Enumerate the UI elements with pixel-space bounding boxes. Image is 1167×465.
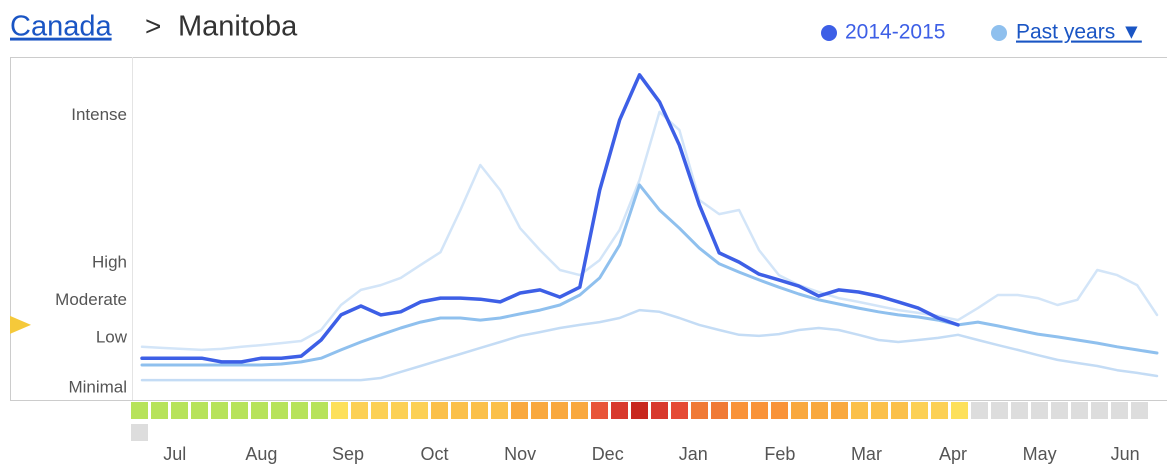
week-intensity-square [191,402,208,419]
legend-label: 2014-2015 [845,21,945,44]
legend-dot [991,25,1007,41]
week-intensity-square [651,402,668,419]
series-line [140,183,1159,367]
week-intensity-square [1051,402,1068,419]
week-intensity-square [931,402,948,419]
x-tick-label: Aug [245,444,277,464]
series-line [140,73,960,364]
week-intensity-square [151,402,168,419]
week-intensity-square [211,402,228,419]
y-tick-label: Moderate [55,290,127,309]
week-intensity-square [831,402,848,419]
breadcrumb-separator: > [145,10,161,41]
week-intensity-square [531,402,548,419]
week-intensity-square [131,424,148,441]
week-intensity-square [311,402,328,419]
week-intensity-square [891,402,908,419]
week-intensity-square [331,402,348,419]
week-intensity-square [231,402,248,419]
week-intensity-square [171,402,188,419]
week-intensity-square [871,402,888,419]
week-intensity-square [951,402,968,419]
week-intensity-square [411,402,428,419]
y-tick-label: Intense [71,105,127,124]
y-tick-label: High [92,252,127,271]
week-intensity-square [551,402,568,419]
week-intensity-square [671,402,688,419]
series-line [140,110,1159,352]
week-intensity-square [251,402,268,419]
past-years-toggle[interactable]: Past years ▼ [1016,21,1142,44]
week-intensity-square [751,402,768,419]
legend-dot [821,25,837,41]
week-intensity-square [631,402,648,419]
week-intensity-square [1111,402,1128,419]
week-intensity-square [391,402,408,419]
week-intensity-square [691,402,708,419]
week-intensity-square [611,402,628,419]
week-intensity-square [471,402,488,419]
x-tick-label: Jun [1111,444,1140,464]
week-intensity-square [451,402,468,419]
x-tick-label: Sep [332,444,364,464]
y-tick-label: Low [96,328,128,347]
week-intensity-square [811,402,828,419]
week-intensity-square [571,402,588,419]
week-intensity-square [431,402,448,419]
x-tick-label: Jan [679,444,708,464]
x-tick-label: Apr [939,444,967,464]
x-tick-label: Mar [851,444,882,464]
week-intensity-square [131,402,148,419]
plot-frame [10,57,1167,401]
x-tick-label: Nov [504,444,536,464]
week-intensity-square [1031,402,1048,419]
week-intensity-square [351,402,368,419]
week-intensity-square [591,402,608,419]
week-intensity-square [771,402,788,419]
week-intensity-square [1091,402,1108,419]
region-title: Manitoba [178,11,298,43]
week-intensity-square [851,402,868,419]
y-tick-label: Minimal [68,377,127,396]
x-tick-label: Dec [592,444,624,464]
week-intensity-square [731,402,748,419]
current-level-marker [10,315,31,334]
week-intensity-square [911,402,928,419]
week-intensity-square [1071,402,1088,419]
x-tick-label: Feb [764,444,795,464]
week-intensity-square [1011,402,1028,419]
week-intensity-square [991,402,1008,419]
week-intensity-square [491,402,508,419]
x-tick-label: Oct [421,444,449,464]
series-line [140,308,1159,382]
week-intensity-square [1131,402,1148,419]
week-intensity-square [271,402,288,419]
week-intensity-square [371,402,388,419]
week-intensity-square [511,402,528,419]
week-intensity-square [791,402,808,419]
week-intensity-square [711,402,728,419]
week-intensity-square [971,402,988,419]
country-link[interactable]: Canada [10,11,112,43]
x-tick-label: May [1023,444,1057,464]
week-intensity-square [291,402,308,419]
x-tick-label: Jul [163,444,186,464]
